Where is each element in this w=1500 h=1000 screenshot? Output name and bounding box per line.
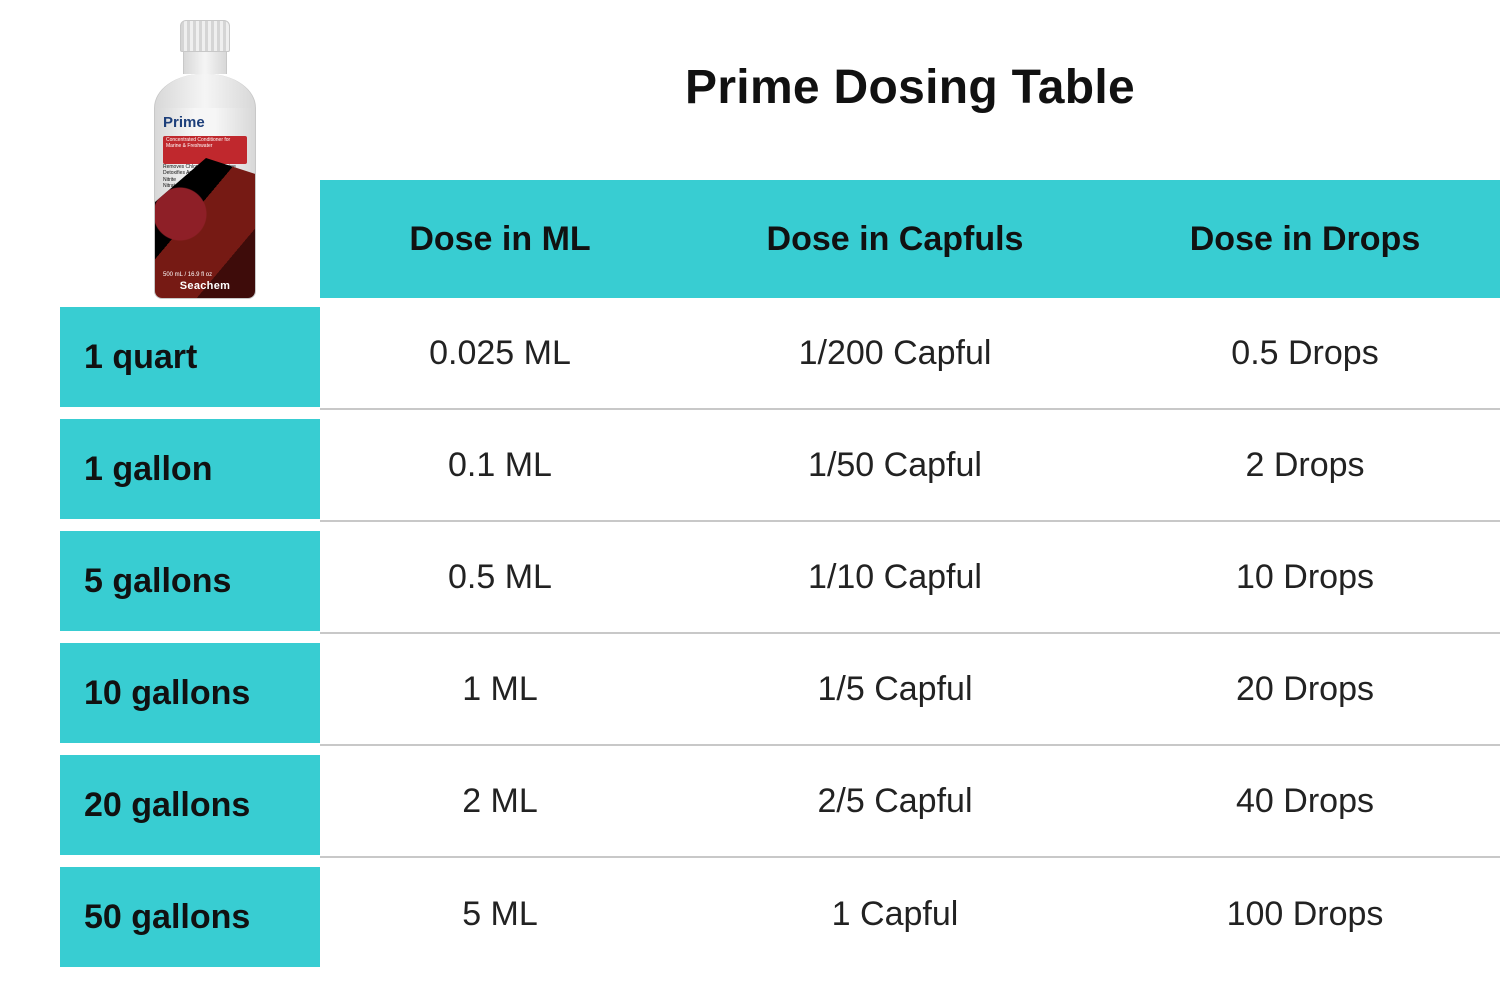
cell-ml: 0.5 ML xyxy=(320,522,680,634)
table-header-drops: Dose in Drops xyxy=(1110,180,1500,298)
row-volume-label: 1 quart xyxy=(60,307,320,407)
cell-ml: 5 ML xyxy=(320,858,680,970)
cell-drops: 0.5 Drops xyxy=(1110,298,1500,410)
cell-capfuls: 1/50 Capful xyxy=(680,410,1110,522)
bottle-cap xyxy=(180,20,230,52)
cell-drops: 100 Drops xyxy=(1110,858,1500,970)
table-header-capfuls: Dose in Capfuls xyxy=(680,180,1110,298)
cell-capfuls: 1/5 Capful xyxy=(680,634,1110,746)
page-title: Prime Dosing Table xyxy=(320,60,1500,115)
table-row: 1 gallon 0.1 ML 1/50 Capful 2 Drops xyxy=(60,410,1500,522)
product-name: Prime xyxy=(163,114,205,131)
cell-ml: 2 ML xyxy=(320,746,680,858)
cell-drops: 10 Drops xyxy=(1110,522,1500,634)
table-row: 20 gallons 2 ML 2/5 Capful 40 Drops xyxy=(60,746,1500,858)
row-volume-label: 50 gallons xyxy=(60,867,320,967)
cell-ml: 0.025 ML xyxy=(320,298,680,410)
bottle-shoulders xyxy=(154,74,256,108)
cell-capfuls: 2/5 Capful xyxy=(680,746,1110,858)
cell-drops: 2 Drops xyxy=(1110,410,1500,522)
table-header-row: Dose in ML Dose in Capfuls Dose in Drops xyxy=(60,180,1500,298)
row-volume-label: 5 gallons xyxy=(60,531,320,631)
table-row: 10 gallons 1 ML 1/5 Capful 20 Drops xyxy=(60,634,1500,746)
cell-capfuls: 1/10 Capful xyxy=(680,522,1110,634)
cell-capfuls: 1 Capful xyxy=(680,858,1110,970)
page: Prime Concentrated Conditioner for Marin… xyxy=(0,0,1500,1000)
dosing-table: Dose in ML Dose in Capfuls Dose in Drops… xyxy=(60,180,1500,970)
cell-drops: 20 Drops xyxy=(1110,634,1500,746)
row-volume-label: 1 gallon xyxy=(60,419,320,519)
cell-ml: 0.1 ML xyxy=(320,410,680,522)
table-row: 1 quart 0.025 ML 1/200 Capful 0.5 Drops xyxy=(60,298,1500,410)
row-volume-label: 20 gallons xyxy=(60,755,320,855)
table-row: 50 gallons 5 ML 1 Capful 100 Drops xyxy=(60,858,1500,970)
table-row: 5 gallons 0.5 ML 1/10 Capful 10 Drops xyxy=(60,522,1500,634)
cell-drops: 40 Drops xyxy=(1110,746,1500,858)
row-volume-label: 10 gallons xyxy=(60,643,320,743)
cell-ml: 1 ML xyxy=(320,634,680,746)
table-header-ml: Dose in ML xyxy=(320,180,680,298)
bottle-neck xyxy=(183,52,227,74)
cell-capfuls: 1/200 Capful xyxy=(680,298,1110,410)
